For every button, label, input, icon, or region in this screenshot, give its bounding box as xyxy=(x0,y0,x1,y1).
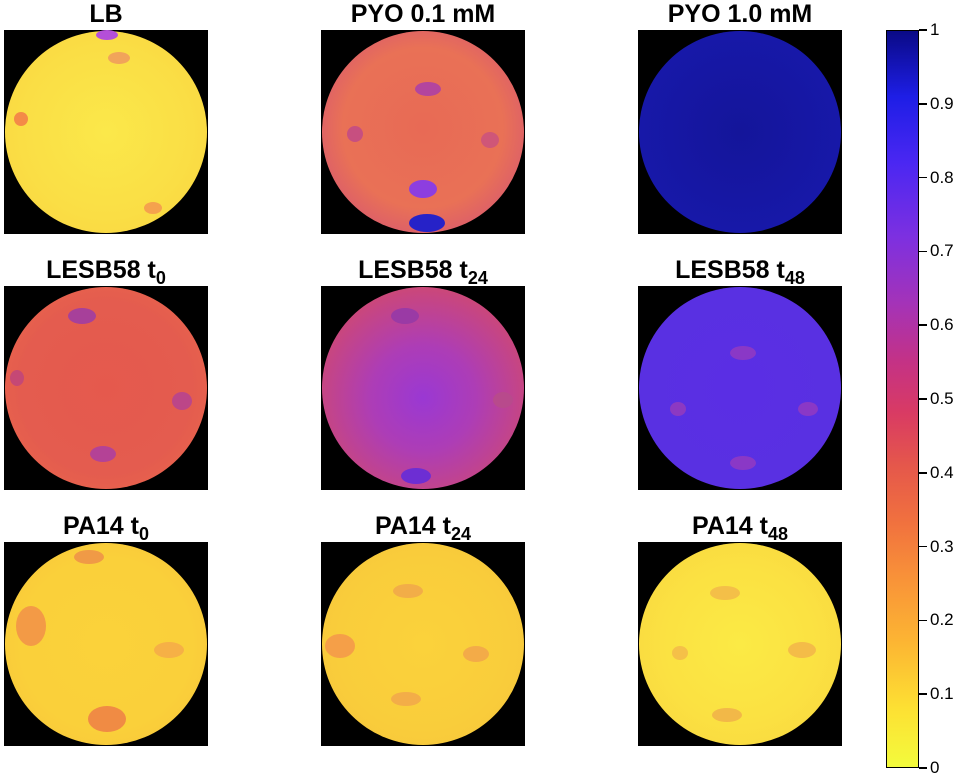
panel-title: PYO 0.1 mM xyxy=(350,0,496,28)
colorbar-tick-label: 0.3 xyxy=(930,536,954,556)
panel-title: PYO 1.0 mM xyxy=(667,0,813,28)
colorbar-tick-label: 0.1 xyxy=(930,684,954,704)
plate-image xyxy=(638,286,842,490)
plate-image xyxy=(4,542,208,746)
panel-title: PA14 t48 xyxy=(692,512,788,544)
colorbar-tick xyxy=(919,250,927,253)
colorbar-tick-label: 0.4 xyxy=(930,462,954,482)
colorbar-tick xyxy=(919,176,927,179)
colorbar-tick-label: 0.2 xyxy=(930,610,954,630)
panel-title: LESB58 t24 xyxy=(358,256,488,288)
panel-title: LB xyxy=(89,0,123,28)
plate-image xyxy=(638,542,842,746)
colorbar-tick xyxy=(919,324,927,326)
colorbar-tick xyxy=(919,545,927,548)
colorbar-tick xyxy=(919,103,927,105)
panel-title: LESB58 t0 xyxy=(46,256,166,288)
colorbar-tick xyxy=(919,398,927,400)
plate-image xyxy=(321,30,525,234)
colorbar-tick xyxy=(919,472,927,474)
plate-image xyxy=(321,286,525,490)
colorbar-tick-label: 0.7 xyxy=(930,241,954,261)
colorbar-tick xyxy=(919,619,927,622)
panel-title: PA14 t0 xyxy=(63,512,149,544)
colorbar-tick-label: 0.6 xyxy=(930,315,954,335)
colorbar-tick xyxy=(919,767,927,769)
colorbar-tick-label: 1 xyxy=(930,20,940,39)
plate-image xyxy=(321,542,525,746)
colorbar-tick xyxy=(919,29,927,31)
colorbar-tick-label: 0.8 xyxy=(930,167,954,187)
colorbar-tick-label: 0.5 xyxy=(930,389,954,408)
plate-image xyxy=(4,30,208,234)
colorbar-tick-label: 0.9 xyxy=(930,93,954,113)
panel-title: PA14 t24 xyxy=(375,512,471,544)
colorbar-tick xyxy=(919,693,927,695)
plate-image xyxy=(4,286,208,490)
panel-title: LESB58 t48 xyxy=(675,256,805,288)
colorbar-tick-label: 0 xyxy=(930,758,940,777)
colorbar xyxy=(886,30,919,768)
plate-image xyxy=(638,30,842,234)
